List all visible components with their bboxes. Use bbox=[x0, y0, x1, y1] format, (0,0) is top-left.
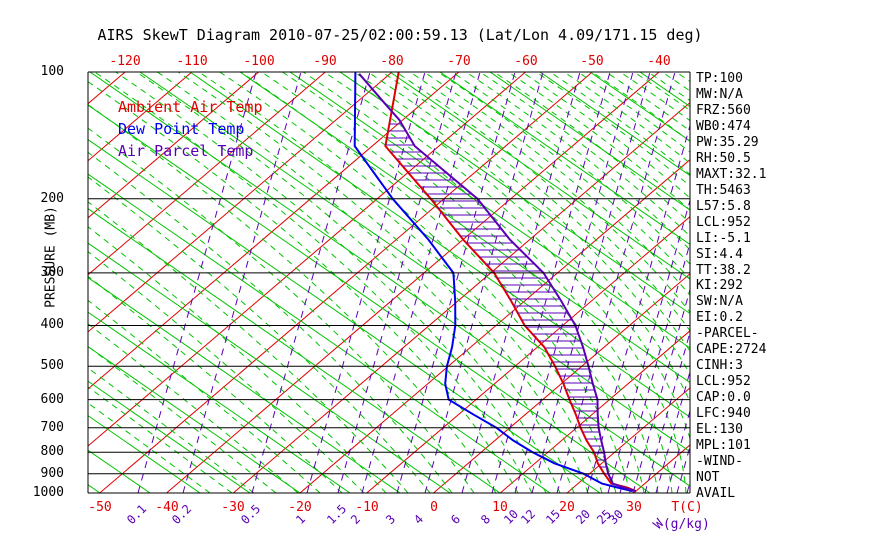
stat-line: MAXT:32.1 bbox=[696, 167, 767, 182]
stat-line: LCL:952 bbox=[696, 215, 751, 230]
top-temp-tick: -90 bbox=[313, 54, 337, 69]
bottom-temp-tick: -20 bbox=[288, 500, 312, 515]
legend-parcel: Air Parcel Temp bbox=[118, 142, 254, 160]
top-temp-tick: -110 bbox=[176, 54, 208, 69]
stat-line: TH:5463 bbox=[696, 183, 751, 198]
legend-dewpoint: Dew Point Temp bbox=[118, 120, 245, 138]
stat-line: TP:100 bbox=[696, 71, 743, 86]
curve-dewpoint bbox=[353, 72, 633, 493]
top-temp-tick: -80 bbox=[380, 54, 404, 69]
pressure-tick: 900 bbox=[40, 466, 64, 481]
bottom-temp-tick: 10 bbox=[492, 500, 508, 515]
stat-line: MW:N/A bbox=[696, 87, 743, 102]
chart-title: AIRS SkewT Diagram 2010-07-25/02:00:59.1… bbox=[97, 26, 703, 44]
stat-line: TT:38.2 bbox=[696, 263, 751, 278]
bottom-temp-tick: -30 bbox=[221, 500, 245, 515]
stat-line: EI:0.2 bbox=[696, 310, 743, 325]
pressure-tick: 400 bbox=[40, 317, 64, 332]
stat-line: CINH:3 bbox=[696, 358, 743, 373]
top-temp-tick: -70 bbox=[447, 54, 471, 69]
stat-line: LI:-5.1 bbox=[696, 231, 751, 246]
top-temp-tick: -50 bbox=[580, 54, 604, 69]
stat-line: AVAIL bbox=[696, 486, 736, 501]
mixing-unit-label: W(g/kg) bbox=[651, 516, 710, 532]
top-temp-tick: -100 bbox=[243, 54, 275, 69]
stat-line: NOT bbox=[696, 470, 720, 485]
pressure-tick: 500 bbox=[40, 358, 64, 373]
pressure-tick: 700 bbox=[40, 420, 64, 435]
stat-line: FRZ:560 bbox=[696, 103, 751, 118]
stat-line: PW:35.29 bbox=[696, 135, 759, 150]
stat-line: CAPE:2724 bbox=[696, 342, 767, 357]
bottom-temp-tick: 30 bbox=[626, 500, 642, 515]
curve-ambient bbox=[384, 72, 637, 493]
bottom-temp-tick: -40 bbox=[155, 500, 179, 515]
stat-line: -WIND- bbox=[696, 454, 743, 469]
stat-line: -PARCEL- bbox=[696, 326, 759, 341]
bottom-temp-tick: -50 bbox=[88, 500, 112, 515]
bottom-temp-tick: 20 bbox=[559, 500, 575, 515]
stat-line: KI:292 bbox=[696, 278, 743, 293]
stat-line: RH:50.5 bbox=[696, 151, 751, 166]
bottom-temp-tick: -10 bbox=[355, 500, 379, 515]
stat-line: LCL:952 bbox=[696, 374, 751, 389]
top-temp-tick: -120 bbox=[109, 54, 141, 69]
stat-line: WB0:474 bbox=[696, 119, 751, 134]
temp-unit-label: T(C) bbox=[671, 500, 703, 515]
top-temp-tick: -40 bbox=[647, 54, 671, 69]
mixing-unit-suffix: (g/kg) bbox=[662, 517, 710, 532]
stat-line: LFC:940 bbox=[696, 406, 751, 421]
legend-ambient: Ambient Air Temp bbox=[118, 98, 263, 116]
background-grid bbox=[88, 72, 690, 493]
stat-line: L57:5.8 bbox=[696, 199, 751, 214]
bottom-temp-tick: 0 bbox=[430, 500, 438, 515]
curve-parcel bbox=[358, 73, 637, 493]
pressure-tick: 800 bbox=[40, 444, 64, 459]
pressure-tick: 600 bbox=[40, 392, 64, 407]
pressure-tick: 300 bbox=[40, 265, 64, 280]
cape-hatch bbox=[385, 123, 609, 475]
stat-line: CAP:0.0 bbox=[696, 390, 751, 405]
pressure-tick: 1000 bbox=[32, 485, 64, 500]
pressure-tick: 200 bbox=[40, 191, 64, 206]
pressure-tick: 100 bbox=[40, 64, 64, 79]
stat-line: MPL:101 bbox=[696, 438, 751, 453]
stat-line: EL:130 bbox=[696, 422, 743, 437]
pressure-axis-label: PRESSURE (MB) bbox=[43, 206, 59, 308]
top-temp-tick: -60 bbox=[514, 54, 538, 69]
stat-line: SW:N/A bbox=[696, 294, 743, 309]
stat-line: SI:4.4 bbox=[696, 247, 743, 262]
